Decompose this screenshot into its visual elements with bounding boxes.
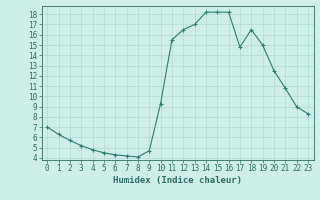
X-axis label: Humidex (Indice chaleur): Humidex (Indice chaleur) xyxy=(113,176,242,185)
